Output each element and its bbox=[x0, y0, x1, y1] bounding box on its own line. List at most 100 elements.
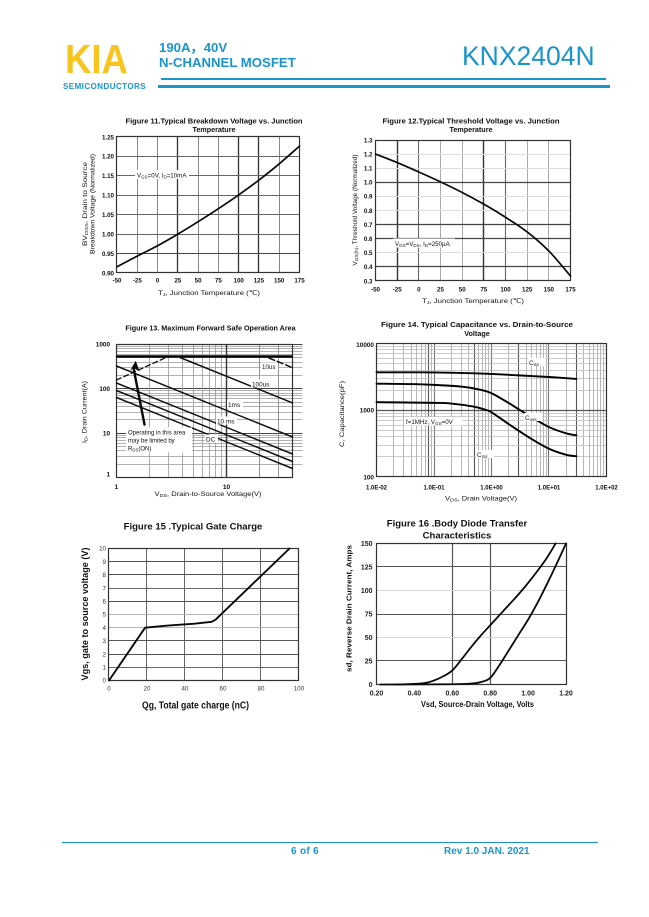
svg-text:1.0: 1.0 bbox=[364, 180, 373, 187]
svg-text:0.95: 0.95 bbox=[102, 251, 115, 258]
svg-text:-25: -25 bbox=[393, 287, 403, 294]
svg-text:may be limited by: may be limited by bbox=[128, 439, 175, 445]
svg-text:10000: 10000 bbox=[356, 342, 374, 349]
svg-text:1.25: 1.25 bbox=[102, 134, 115, 141]
svg-text:2: 2 bbox=[103, 651, 107, 658]
svg-text:175: 175 bbox=[294, 277, 305, 284]
svg-text:1.05: 1.05 bbox=[102, 212, 115, 219]
svg-text:Figure 14. Typical Capacitanc: Figure 14. Typical Capacitance vs. Drain… bbox=[381, 320, 573, 329]
svg-text:Vgs, gate to source voltage (V: Vgs, gate to source voltage (V) bbox=[80, 548, 90, 681]
svg-text:Qg, Total gate charge (nC): Qg, Total gate charge (nC) bbox=[142, 701, 249, 712]
svg-text:125: 125 bbox=[361, 565, 373, 572]
svg-text:0.7: 0.7 bbox=[364, 222, 373, 229]
svg-text:Temperature: Temperature bbox=[192, 125, 235, 134]
svg-text:1.20: 1.20 bbox=[102, 154, 115, 161]
svg-text:3: 3 bbox=[103, 638, 107, 645]
svg-text:Breakdown Voltage (Normalized): Breakdown Voltage (Normalized) bbox=[90, 154, 97, 254]
svg-text:1.15: 1.15 bbox=[102, 173, 115, 180]
svg-text:0.40: 0.40 bbox=[408, 691, 422, 698]
svg-text:10: 10 bbox=[99, 546, 106, 553]
svg-text:25: 25 bbox=[437, 287, 444, 294]
svg-text:Figure 16 .Body Diode Transfer: Figure 16 .Body Diode Transfer bbox=[387, 519, 528, 530]
svg-text:VDS, Drain Voltage(V): VDS, Drain Voltage(V) bbox=[445, 496, 517, 504]
svg-text:Coss: Coss bbox=[525, 415, 537, 422]
svg-text:Ciss: Ciss bbox=[529, 360, 540, 367]
svg-text:Figure 12.Typical Threshold Vo: Figure 12.Typical Threshold Voltage vs. … bbox=[383, 117, 560, 126]
svg-text:40: 40 bbox=[182, 686, 189, 693]
svg-text:150: 150 bbox=[361, 541, 373, 548]
svg-text:0.6: 0.6 bbox=[364, 236, 373, 243]
svg-text:Figure 13. Maximum Forward Saf: Figure 13. Maximum Forward Safe Operatio… bbox=[125, 324, 296, 333]
svg-text:75: 75 bbox=[480, 287, 487, 294]
svg-text:50: 50 bbox=[365, 635, 373, 642]
svg-text:1ms: 1ms bbox=[228, 402, 240, 409]
svg-text:8: 8 bbox=[103, 572, 107, 579]
svg-text:150: 150 bbox=[274, 277, 285, 284]
svg-text:1000: 1000 bbox=[96, 342, 111, 349]
svg-text:Characteristics: Characteristics bbox=[423, 531, 492, 542]
svg-text:60: 60 bbox=[220, 686, 227, 693]
svg-text:VGS=0V, ID=10mA: VGS=0V, ID=10mA bbox=[137, 172, 187, 179]
svg-text:1.00: 1.00 bbox=[102, 231, 115, 238]
svg-text:1.0E-01: 1.0E-01 bbox=[423, 486, 445, 492]
svg-text:1.0E+00: 1.0E+00 bbox=[480, 486, 503, 492]
svg-text:1.10: 1.10 bbox=[102, 193, 115, 200]
svg-text:25: 25 bbox=[365, 659, 373, 666]
svg-text:1: 1 bbox=[106, 472, 110, 479]
svg-text:75: 75 bbox=[365, 612, 373, 619]
svg-text:20: 20 bbox=[144, 686, 151, 693]
svg-text:7: 7 bbox=[103, 585, 107, 592]
svg-text:1: 1 bbox=[103, 665, 107, 672]
svg-text:80: 80 bbox=[258, 686, 265, 693]
svg-text:50: 50 bbox=[459, 287, 466, 294]
svg-text:100: 100 bbox=[363, 474, 374, 481]
svg-text:175: 175 bbox=[565, 287, 576, 294]
svg-text:125: 125 bbox=[254, 277, 265, 284]
svg-text:1: 1 bbox=[115, 484, 119, 491]
svg-text:RDS(ON): RDS(ON) bbox=[128, 447, 151, 453]
svg-text:0.90: 0.90 bbox=[102, 270, 115, 277]
svg-text:0.5: 0.5 bbox=[364, 250, 373, 257]
svg-text:Figure 11.Typical Breakdown Vo: Figure 11.Typical Breakdown Voltage vs. … bbox=[126, 117, 303, 126]
svg-text:Temperature: Temperature bbox=[449, 125, 492, 134]
svg-text:10 ms: 10 ms bbox=[217, 418, 234, 425]
svg-text:100: 100 bbox=[234, 277, 245, 284]
svg-text:0: 0 bbox=[417, 287, 421, 294]
svg-text:0.20: 0.20 bbox=[370, 691, 384, 698]
svg-text:1.2: 1.2 bbox=[364, 151, 373, 158]
svg-text:100: 100 bbox=[500, 287, 511, 294]
svg-text:100: 100 bbox=[361, 588, 373, 595]
svg-text:Figure 15 .Typical Gate Charge: Figure 15 .Typical Gate Charge bbox=[124, 522, 263, 533]
svg-text:150: 150 bbox=[544, 287, 555, 294]
svg-text:1.0E+01: 1.0E+01 bbox=[538, 486, 561, 492]
svg-text:0: 0 bbox=[103, 678, 107, 685]
svg-text:sd, Reverse Drain Current,: sd, Reverse Drain Current, Amps bbox=[345, 545, 354, 672]
svg-text:75: 75 bbox=[215, 277, 222, 284]
svg-text:10: 10 bbox=[103, 431, 111, 438]
svg-text:VGS=VDS, ID=250µA: VGS=VDS, ID=250µA bbox=[395, 241, 451, 248]
svg-text:4: 4 bbox=[103, 625, 107, 632]
svg-text:Operating in this area: Operating in this area bbox=[128, 431, 186, 437]
svg-text:ID, Drain Current(A): ID, Drain Current(A) bbox=[82, 381, 90, 443]
svg-text:100us: 100us bbox=[252, 381, 269, 388]
svg-text:0.9: 0.9 bbox=[364, 194, 373, 201]
svg-text:1.3: 1.3 bbox=[364, 137, 373, 144]
svg-text:5: 5 bbox=[103, 612, 107, 619]
svg-text:-25: -25 bbox=[133, 277, 143, 284]
svg-text:0: 0 bbox=[156, 277, 160, 284]
svg-text:VDS, Drain-to-Source Voltage(: VDS, Drain-to-Source Voltage(V) bbox=[155, 491, 262, 499]
svg-text:100: 100 bbox=[294, 686, 305, 693]
svg-text:1.0E+02: 1.0E+02 bbox=[595, 486, 618, 492]
svg-text:f=1MHz, VGS=0V: f=1MHz, VGS=0V bbox=[406, 419, 454, 426]
svg-text:1.0E-02: 1.0E-02 bbox=[366, 486, 388, 492]
svg-text:0.8: 0.8 bbox=[364, 208, 373, 215]
svg-text:-50: -50 bbox=[113, 277, 123, 284]
svg-text:-50: -50 bbox=[371, 287, 381, 294]
svg-text:50: 50 bbox=[195, 277, 202, 284]
svg-text:VGS(th), Threshold Voltage (No: VGS(th), Threshold Voltage (Normalized) bbox=[352, 154, 359, 265]
svg-text:9: 9 bbox=[103, 559, 107, 566]
svg-text:BVDSS, Drain to Source: BVDSS, Drain to Source bbox=[82, 161, 89, 246]
svg-text:TJ, Junction Temperature (℃): TJ, Junction Temperature (℃) bbox=[158, 290, 260, 298]
svg-text:Vsd, Source-Drain Voltage, Vo: Vsd, Source-Drain Voltage, Volts bbox=[421, 700, 534, 709]
svg-text:10us: 10us bbox=[262, 364, 275, 371]
